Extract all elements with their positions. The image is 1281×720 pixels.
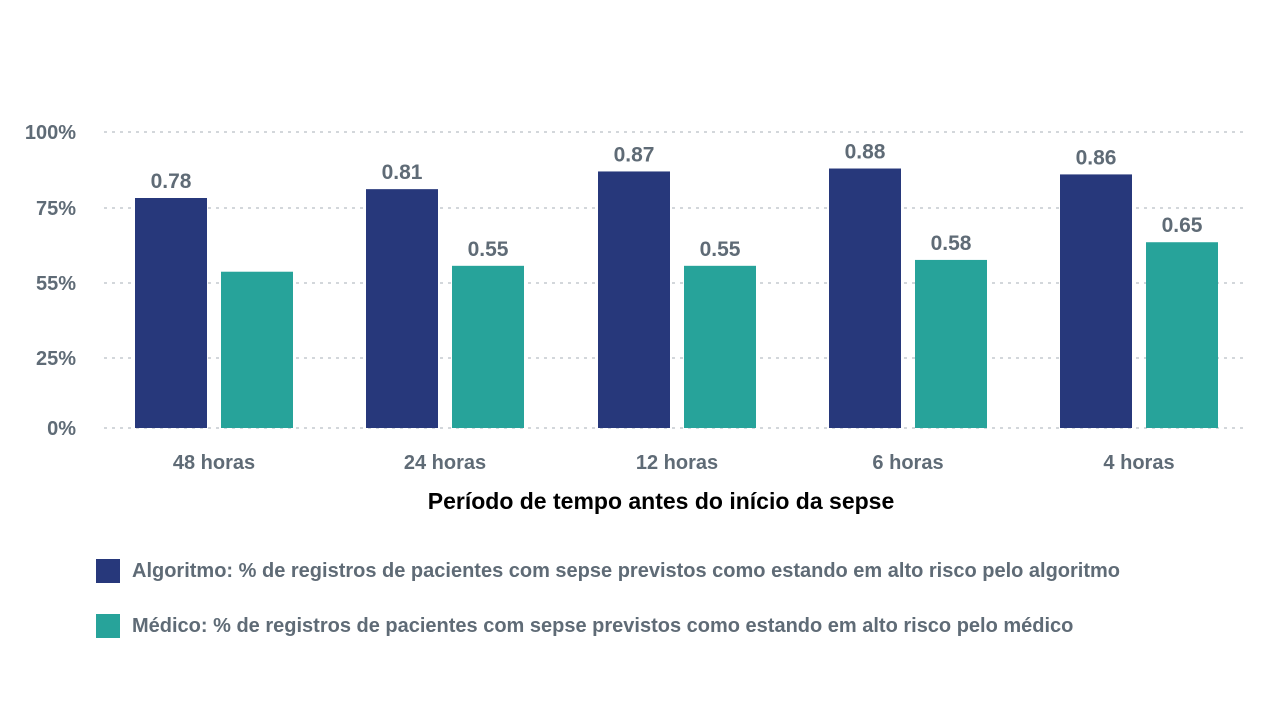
bar bbox=[452, 265, 524, 428]
legend-label-algoritmo: Algoritmo: % de registros de pacientes c… bbox=[132, 559, 1121, 582]
legend-swatch-algoritmo bbox=[96, 559, 120, 583]
bar bbox=[915, 259, 987, 428]
bar-value-label: 0.86 bbox=[1076, 146, 1117, 169]
bar-value-label: 0.78 bbox=[151, 170, 192, 193]
bar-value-label: 0.55 bbox=[700, 238, 741, 261]
bar bbox=[1060, 174, 1132, 428]
x-tick-label: 6 horas bbox=[872, 452, 943, 474]
bar bbox=[1146, 242, 1218, 428]
bar-value-label: 0.81 bbox=[382, 161, 423, 184]
legend-swatch-medico bbox=[96, 614, 120, 638]
bar-value-label: 0.65 bbox=[1162, 214, 1203, 237]
legend-item-medico: Médico: % de registros de pacientes com … bbox=[96, 614, 1073, 638]
legend-item-algoritmo: Algoritmo: % de registros de pacientes c… bbox=[96, 559, 1120, 583]
bar-value-label: 0.87 bbox=[614, 143, 655, 166]
bar-chart: 100% 75% 55% 25% 0% 0.78 48 horas 0.81 0.55 24 ho… bbox=[25, 122, 1243, 514]
bar bbox=[221, 271, 293, 428]
y-tick-label: 75% bbox=[36, 198, 76, 220]
bar bbox=[829, 168, 901, 428]
x-tick-label: 24 horas bbox=[404, 452, 486, 474]
y-tick-label: 55% bbox=[36, 273, 76, 295]
bar-value-label: 0.88 bbox=[845, 141, 886, 164]
bar-value-label: 0.58 bbox=[931, 232, 972, 255]
bar bbox=[598, 171, 670, 428]
x-tick-label: 12 horas bbox=[636, 452, 718, 474]
bar bbox=[366, 189, 438, 428]
y-tick-label: 100% bbox=[25, 122, 76, 144]
bar-value-label: 0.55 bbox=[468, 238, 509, 261]
x-tick-label: 48 horas bbox=[173, 452, 255, 474]
x-tick-label: 4 horas bbox=[1103, 452, 1174, 474]
y-tick-label: 0% bbox=[47, 418, 76, 440]
bar bbox=[684, 265, 756, 428]
y-tick-label: 25% bbox=[36, 348, 76, 370]
legend-label-medico: Médico: % de registros de pacientes com … bbox=[132, 614, 1074, 637]
x-axis-title: Período de tempo antes do início da seps… bbox=[428, 488, 895, 514]
bar bbox=[135, 198, 207, 428]
